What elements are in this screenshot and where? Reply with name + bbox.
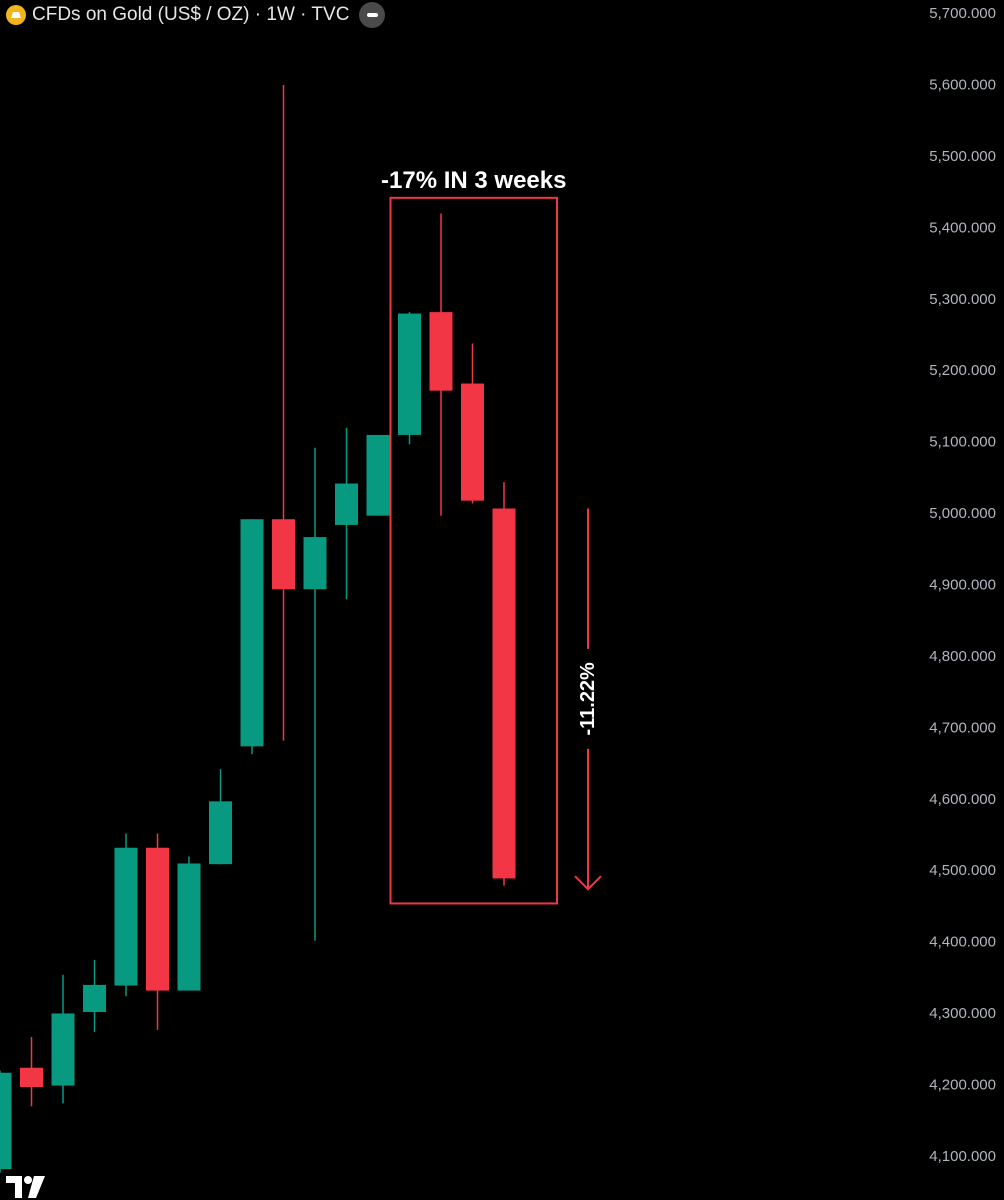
price-axis-label: 5,200.000	[929, 362, 996, 379]
price-axis-label: 5,500.000	[929, 148, 996, 165]
candle[interactable]	[20, 1037, 43, 1107]
candle-body	[398, 313, 421, 435]
range-box[interactable]	[389, 196, 558, 905]
chart-title: CFDs on Gold (US$ / OZ) · 1W · TVC	[32, 4, 350, 25]
candle-body	[177, 863, 201, 991]
collapse-button[interactable]	[359, 2, 386, 28]
price-axis-label: 4,200.000	[929, 1076, 996, 1093]
candle[interactable]	[429, 213, 453, 516]
gold-bar-icon	[6, 5, 26, 25]
candle[interactable]	[0, 1070, 12, 1173]
price-axis-label: 4,500.000	[929, 862, 996, 879]
candle[interactable]	[492, 482, 516, 886]
tradingview-logo-icon	[6, 1176, 45, 1198]
range-box-label: -17% IN 3 weeks	[381, 167, 566, 194]
price-axis-label: 4,100.000	[929, 1148, 996, 1165]
candle-body	[51, 1013, 75, 1086]
candle[interactable]	[209, 769, 232, 865]
price-axis-label: 5,100.000	[929, 434, 996, 451]
candle[interactable]	[177, 856, 201, 991]
candle[interactable]	[146, 833, 169, 1030]
price-axis: 5,700.000 5,600.000 5,500.000 5,400.000 5,30…	[929, 5, 996, 1165]
candle-body	[461, 383, 484, 501]
price-axis-label: 5,700.000	[929, 5, 996, 22]
candle[interactable]	[366, 434, 390, 516]
candle-body	[335, 483, 358, 525]
candle[interactable]	[272, 84, 295, 741]
candle[interactable]	[114, 833, 138, 997]
candle-body	[20, 1067, 43, 1088]
chart-header: CFDs on Gold (US$ / OZ) · 1W · TVC	[6, 2, 386, 28]
candles	[0, 84, 516, 1173]
candle-body	[240, 519, 264, 747]
price-axis-label: 4,700.000	[929, 719, 996, 736]
candle-body	[0, 1072, 12, 1170]
candle-body	[429, 312, 453, 391]
candle-body	[114, 847, 138, 986]
candle-body	[272, 519, 295, 590]
candle-body	[209, 801, 232, 865]
candle-body	[366, 434, 390, 516]
annotations: -17% IN 3 weeks -11.22%	[381, 167, 602, 905]
price-axis-label: 4,300.000	[929, 1005, 996, 1022]
candle-body	[492, 508, 516, 879]
price-axis-label: 5,600.000	[929, 77, 996, 94]
price-axis-label: 4,800.000	[929, 648, 996, 665]
candle-body	[83, 984, 106, 1013]
candle[interactable]	[51, 974, 75, 1104]
price-axis-label: 4,900.000	[929, 577, 996, 594]
candle[interactable]	[398, 312, 421, 445]
price-axis-label: 4,600.000	[929, 791, 996, 808]
price-axis-label: 4,400.000	[929, 934, 996, 951]
candle[interactable]	[240, 519, 264, 755]
price-axis-label: 5,400.000	[929, 219, 996, 236]
candle-body	[146, 847, 169, 991]
candle[interactable]	[303, 447, 327, 941]
minus-icon	[366, 13, 378, 17]
candle[interactable]	[461, 343, 484, 504]
candle[interactable]	[335, 427, 358, 600]
measure-label: -11.22%	[577, 662, 599, 736]
candle[interactable]	[83, 959, 106, 1033]
arrow-down-icon	[574, 875, 602, 891]
candle-body	[303, 537, 327, 590]
price-axis-label: 5,300.000	[929, 291, 996, 308]
price-axis-label: 5,000.000	[929, 505, 996, 522]
